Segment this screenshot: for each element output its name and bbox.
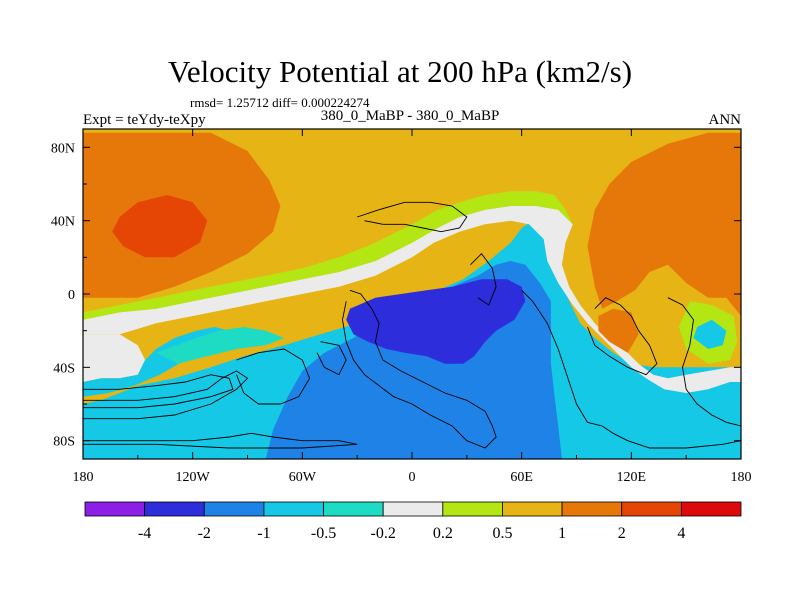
x-tick-label: 60W [289,470,317,485]
colorbar-swatch [84,501,146,517]
colorbar-swatch [502,501,563,517]
coastline-layer [83,201,741,449]
y-tick-label: 80N [51,141,75,156]
y-tick-label: 80S [53,435,75,450]
x-tick-label: 180 [731,470,752,485]
colorbar-swatch [203,501,265,517]
colorbar-label: 2 [618,525,626,542]
center-label: 380_0_MaBP - 380_0_MaBP [321,108,500,124]
left-label: Expt = teYdy-teXpy [83,112,206,128]
coastline-7 [470,253,497,306]
x-tick-label: 0 [409,470,416,485]
right-label: ANN [709,112,742,128]
colorbar-swatch [621,501,682,517]
colorbar-label: -2 [198,525,211,542]
stats-line: rmsd= 1.25712 diff= 0.000224274 [190,95,370,110]
colorbar-label: 0.2 [433,525,453,542]
colorbar-swatch [323,501,384,517]
chart-title: Velocity Potential at 200 hPa (km2/s) [168,54,632,89]
coastline-1 [83,374,234,409]
colorbar-swatch [382,501,444,517]
coastline-5 [316,341,347,376]
colorbar-label: -4 [138,525,151,542]
contour-region-east-orange-bulge [598,308,639,353]
x-tick-label: 60E [510,470,533,485]
contour-region-east-orange-high [587,132,741,316]
contour-region-north-white-band [83,206,741,393]
colorbar-label: -0.2 [371,525,396,542]
coastline-8 [521,289,741,449]
y-tick-label: 40N [51,215,75,230]
contour-region-north-green-band [83,191,573,320]
colorbar-swatch [561,501,623,517]
y-tick-label: 40S [53,361,75,376]
x-axis: 180 120W 60W 0 60E 120E 180 [73,129,752,485]
y-axis: 80N 40N 0 40S 80S [51,141,741,450]
colorbar: -4 -2 -1 -0.5 -0.2 0.2 0.5 1 2 4 [84,501,742,542]
y-tick-label: 0 [68,288,75,303]
colorbar-label: 1 [558,525,566,542]
colorbar-swatch [442,501,503,517]
colorbar-swatch [144,501,205,517]
colorbar-label: 4 [677,525,685,542]
contour-region-west-teal-strip [156,327,285,364]
colorbar-label: -0.5 [311,525,336,542]
coastline-6 [357,201,468,233]
coastline-2 [83,370,249,420]
coastline-10 [667,297,741,427]
coastline-9 [587,297,658,376]
x-tick-label: 180 [73,470,94,485]
colorbar-swatch [263,501,324,517]
coastline-11 [236,348,311,405]
colorbar-swatch [680,501,742,517]
contour-region-east-cyan-spot [693,319,727,349]
contour-region-west-red-core [112,195,208,258]
x-tick-label: 120W [176,470,211,485]
x-tick-label: 120E [617,470,647,485]
coastline-4 [342,289,497,449]
contour-field-layer [83,129,741,459]
map-plot-area [83,129,741,459]
colorbar-label: 0.5 [492,525,512,542]
contour-region-west-white-lobe [83,334,146,382]
coastline-3 [83,432,358,449]
colorbar-label: -1 [257,525,270,542]
contour-region-deep-blue-core [346,279,526,364]
